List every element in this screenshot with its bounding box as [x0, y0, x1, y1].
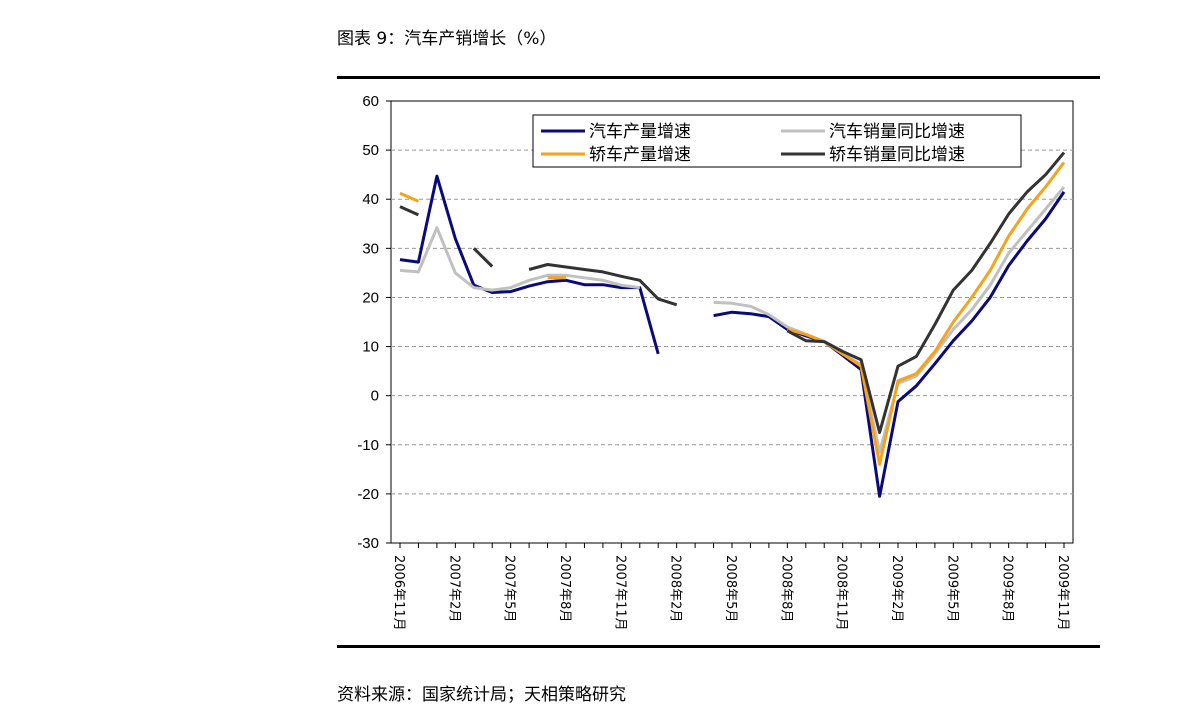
figure-title: 图表 9：汽车产销增长（%） [337, 29, 557, 49]
series-line-4 [528, 263, 678, 307]
x-tick-label: 2006年11月 [391, 555, 406, 631]
series-line-2 [713, 185, 1066, 454]
x-tick-label: 2009年2月 [889, 555, 904, 622]
x-tick-label: 2007年11月 [612, 555, 627, 631]
series-line-4 [786, 151, 1066, 434]
y-tick-label: 60 [362, 93, 379, 110]
x-tick-label: 2008年8月 [778, 555, 793, 622]
series-lines [399, 151, 1066, 498]
x-tick-label: 2009年11月 [1055, 555, 1070, 631]
series-line-4 [472, 247, 494, 268]
legend-box [532, 114, 1022, 168]
x-tick-label: 2007年8月 [557, 555, 572, 622]
y-tick-label: -20 [357, 486, 379, 503]
x-tick-label: 2007年5月 [502, 555, 517, 622]
series-line-3 [399, 191, 419, 203]
series-line-1 [399, 174, 660, 355]
legend-label-3: 轿车产量增速 [589, 145, 691, 165]
source-note: 资料来源：国家统计局；天相策略研究 [337, 685, 626, 705]
x-tick-label: 2008年11月 [834, 555, 849, 631]
top-rule [337, 76, 1100, 79]
series-line-4 [399, 205, 420, 217]
y-tick-label: 30 [362, 240, 379, 257]
y-tick-label: -10 [357, 437, 379, 454]
legend-label-1: 汽车产量增速 [589, 122, 691, 142]
series-line-2 [399, 226, 640, 292]
x-tick-label: 2009年8月 [1000, 555, 1015, 622]
x-tick-label: 2009年5月 [944, 555, 959, 622]
series-line-3 [786, 161, 1066, 466]
y-tick-label: -30 [357, 535, 379, 552]
legend-label-4: 轿车销量同比增速 [829, 145, 965, 165]
x-tick-label: 2007年2月 [446, 555, 461, 622]
bottom-rule [337, 645, 1100, 648]
x-axis-ticks: 2006年11月 2007年2月 2007年5月 2007年8月 2007年11月 200… [391, 543, 1070, 631]
y-axis-ticks: 60 50 40 30 20 10 0 -10 -20 -30 [357, 93, 391, 552]
x-tick-label: 2008年2月 [668, 555, 683, 622]
y-tick-label: 50 [362, 142, 379, 159]
x-tick-label: 2008年5月 [723, 555, 738, 622]
y-tick-label: 40 [362, 191, 379, 208]
y-tick-label: 0 [371, 388, 379, 405]
y-tick-label: 20 [362, 289, 379, 306]
series-line-1 [713, 191, 1066, 498]
legend-label-2: 汽车销量同比增速 [829, 122, 965, 142]
y-tick-label: 10 [362, 339, 379, 356]
